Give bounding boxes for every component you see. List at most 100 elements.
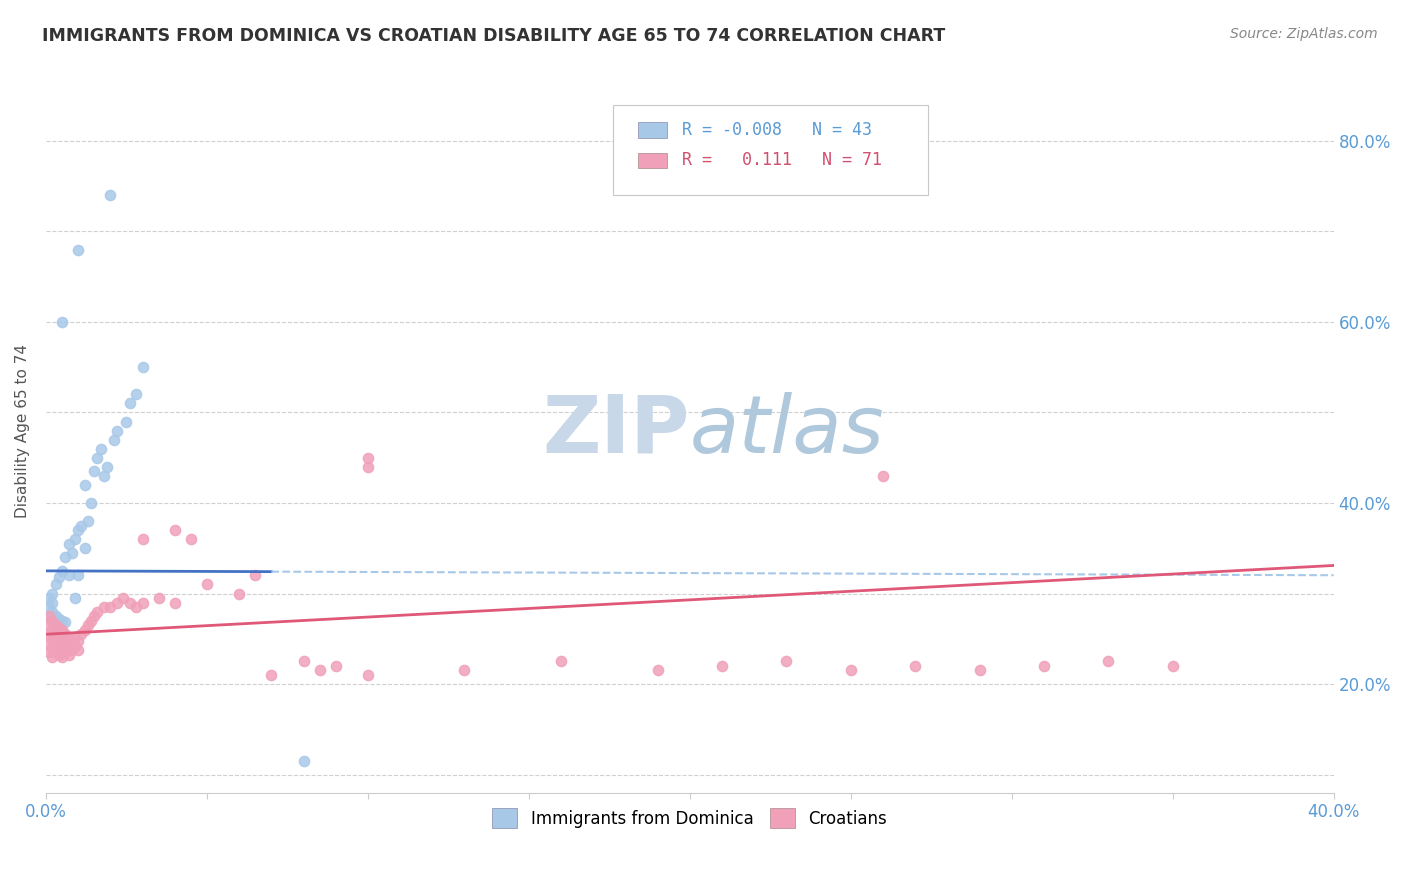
Point bbox=[105, 424, 128, 438]
Point bbox=[38, 609, 60, 624]
Point bbox=[48, 570, 70, 584]
Point bbox=[41, 596, 63, 610]
Point bbox=[67, 633, 90, 648]
Point bbox=[38, 609, 60, 624]
Point bbox=[45, 627, 67, 641]
Point bbox=[63, 630, 86, 644]
Point bbox=[148, 591, 170, 605]
Point bbox=[195, 577, 218, 591]
Point bbox=[70, 627, 93, 641]
Point bbox=[118, 396, 141, 410]
Point bbox=[711, 659, 734, 673]
Point bbox=[357, 450, 380, 465]
Point bbox=[58, 568, 80, 582]
Point bbox=[53, 615, 76, 630]
Point bbox=[76, 514, 98, 528]
Point bbox=[63, 591, 86, 605]
Point bbox=[550, 654, 572, 668]
Point bbox=[51, 614, 73, 628]
Point bbox=[357, 668, 380, 682]
Point bbox=[1032, 659, 1054, 673]
Point bbox=[60, 633, 83, 648]
Point bbox=[103, 433, 125, 447]
Point bbox=[115, 415, 138, 429]
Point bbox=[118, 596, 141, 610]
Point bbox=[45, 618, 67, 632]
Point bbox=[775, 654, 797, 668]
Point bbox=[83, 609, 105, 624]
Point bbox=[53, 550, 76, 565]
Point bbox=[67, 642, 90, 657]
Point bbox=[51, 640, 73, 655]
Point bbox=[51, 315, 73, 329]
Point bbox=[112, 591, 135, 605]
Point bbox=[38, 645, 60, 659]
Point bbox=[58, 648, 80, 662]
Point bbox=[86, 605, 108, 619]
Text: ZIP: ZIP bbox=[543, 392, 690, 469]
Point bbox=[48, 648, 70, 662]
Point bbox=[41, 632, 63, 646]
Y-axis label: Disability Age 65 to 74: Disability Age 65 to 74 bbox=[15, 343, 30, 517]
Point bbox=[73, 541, 96, 556]
Point bbox=[80, 614, 103, 628]
Point bbox=[98, 600, 121, 615]
Point bbox=[48, 612, 70, 626]
Point bbox=[38, 636, 60, 650]
Point bbox=[48, 630, 70, 644]
Point bbox=[41, 605, 63, 619]
Point bbox=[839, 664, 862, 678]
Point bbox=[41, 623, 63, 637]
Point bbox=[38, 600, 60, 615]
Point bbox=[51, 627, 73, 641]
Point bbox=[67, 568, 90, 582]
Point bbox=[131, 532, 153, 546]
Point bbox=[51, 632, 73, 646]
Point bbox=[48, 621, 70, 635]
Point bbox=[325, 659, 347, 673]
Bar bbox=[638, 153, 666, 169]
Point bbox=[53, 627, 76, 641]
Point bbox=[90, 442, 112, 456]
Point bbox=[38, 618, 60, 632]
Point bbox=[292, 654, 315, 668]
Point bbox=[45, 618, 67, 632]
Point bbox=[45, 636, 67, 650]
Point bbox=[872, 468, 894, 483]
Point bbox=[245, 568, 267, 582]
Point bbox=[58, 639, 80, 653]
Point bbox=[647, 664, 669, 678]
Point bbox=[41, 614, 63, 628]
Point bbox=[70, 518, 93, 533]
Legend: Immigrants from Dominica, Croatians: Immigrants from Dominica, Croatians bbox=[485, 801, 894, 835]
Point bbox=[45, 645, 67, 659]
Point bbox=[45, 577, 67, 591]
Point bbox=[45, 609, 67, 624]
Point bbox=[48, 623, 70, 637]
Point bbox=[125, 600, 148, 615]
Point bbox=[51, 623, 73, 637]
Text: atlas: atlas bbox=[690, 392, 884, 469]
Point bbox=[357, 459, 380, 474]
Point bbox=[131, 360, 153, 375]
FancyBboxPatch shape bbox=[613, 104, 928, 195]
Point bbox=[38, 591, 60, 605]
Point bbox=[180, 532, 202, 546]
Point bbox=[260, 668, 283, 682]
Point bbox=[63, 639, 86, 653]
Point bbox=[53, 636, 76, 650]
Point bbox=[163, 596, 186, 610]
Point bbox=[131, 596, 153, 610]
Point bbox=[80, 496, 103, 510]
Point bbox=[63, 532, 86, 546]
Point bbox=[60, 642, 83, 657]
Text: IMMIGRANTS FROM DOMINICA VS CROATIAN DISABILITY AGE 65 TO 74 CORRELATION CHART: IMMIGRANTS FROM DOMINICA VS CROATIAN DIS… bbox=[42, 27, 945, 45]
Point bbox=[98, 188, 121, 202]
Point bbox=[58, 630, 80, 644]
Text: Source: ZipAtlas.com: Source: ZipAtlas.com bbox=[1230, 27, 1378, 41]
Point bbox=[73, 478, 96, 492]
Point bbox=[969, 664, 991, 678]
Point bbox=[67, 243, 90, 257]
Point bbox=[76, 618, 98, 632]
Text: R =   0.111   N = 71: R = 0.111 N = 71 bbox=[682, 152, 882, 169]
